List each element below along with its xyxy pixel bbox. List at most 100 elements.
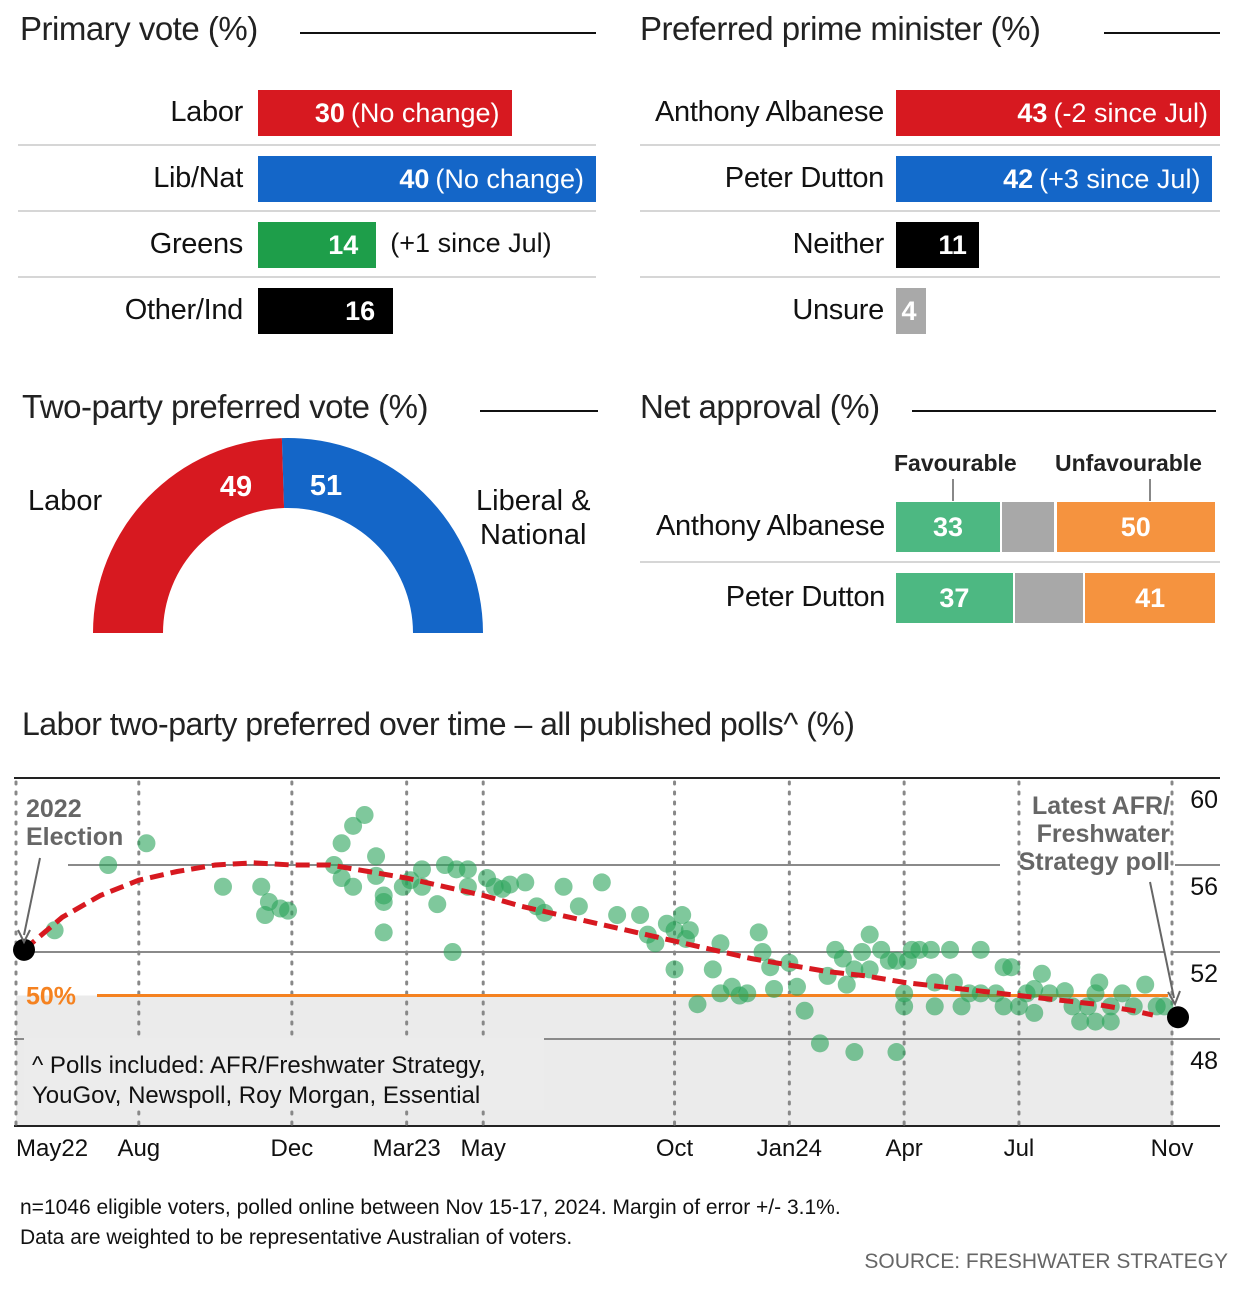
preferred-pm-bar: 43 (-2 since Jul) [896,90,1220,136]
poll-dot [925,997,944,1016]
gauge-coalition-segment [281,438,483,633]
source-credit: SOURCE: FRESHWATER STRATEGY [864,1250,1228,1273]
title-rule [912,410,1216,412]
segment-value: 37 [939,582,970,613]
election-annotation-arrow [23,857,41,936]
primary-vote-bar: 16 [258,288,394,334]
latest-poll-annotation-line-2: Freshwater [1037,820,1171,848]
poll-dot [646,934,665,953]
poll-dot [1055,982,1074,1001]
poll-dot [749,923,768,942]
poll-dot [428,895,447,914]
poll-dot [738,984,757,1003]
poll-dot [971,940,990,959]
poll-dot [367,847,386,866]
gauge-coalition-value: 51 [310,470,342,502]
poll-dot [1086,984,1105,1003]
poll-dot [1025,1003,1044,1022]
primary-vote-bar: 14 [258,222,377,268]
bar-value: 40 [399,163,430,194]
poll-dot [374,892,393,911]
poll-dot [344,877,363,896]
poll-dot [344,816,363,835]
polls-footnote-line-1: ^ Polls included: AFR/Freshwater Strateg… [32,1052,486,1079]
bar-value: 16 [345,295,376,326]
favourable-pointer [952,479,954,501]
bar-value: 11 [938,229,967,260]
poll-dot [608,906,627,925]
poll-dot [554,877,573,896]
poll-dot [711,934,730,953]
poll-dot [137,834,156,853]
poll-dot [1002,958,1021,977]
x-tick-label: Jan24 [757,1135,822,1162]
poll-dot [1025,979,1044,998]
bar-change-note: (No change) [350,97,500,128]
fifty-percent-label: 50% [26,983,76,1011]
poll-dot [860,960,879,979]
trend-line [22,860,1154,1018]
poll-dot [45,921,64,940]
poll-dot [688,995,707,1014]
poll-dot [941,940,960,959]
poll-dot [952,997,971,1016]
poll-dot [673,906,692,925]
bar-change-note: (No change) [435,163,584,194]
preferred-pm-title: Preferred prime minister (%) [640,10,1041,47]
poll-dot [256,906,275,925]
poll-dot [1155,997,1174,1016]
poll-dot [458,860,477,879]
polls-footnote-box [24,1038,544,1110]
poll-dot [324,856,343,874]
primary-vote-label: Lib/Nat [153,162,243,194]
preferred-pm-label: Neither [792,228,885,260]
poll-dot [569,897,588,916]
poll-dot [332,834,351,853]
poll-dot [1032,964,1051,983]
poll-dot [1086,1012,1105,1031]
primary-vote-bar: 40 (No change) [258,156,596,202]
unfavourable-segment: 50 [1056,502,1215,552]
election-point [13,938,35,961]
tpp-coalition-label-2: National [480,519,587,551]
x-tick-label: Nov [1151,1135,1194,1162]
poll-dot [99,856,118,874]
trend-chart-title: Labor two-party preferred over time – al… [22,706,855,742]
x-tick-label: Mar23 [373,1135,441,1162]
poll-dot [213,877,232,896]
net-approval-label: Peter Dutton [725,581,886,613]
row-divider [640,276,1220,278]
gauge-labor-value: 49 [220,471,252,503]
bar-value: 30 [314,97,345,128]
poll-dot [592,873,611,892]
poll-dot [412,860,431,879]
poll-dot [1071,1012,1090,1031]
poll-dot [500,875,519,894]
poll-dot [1101,1012,1120,1031]
bar-change-note: (+3 since Jul) [1039,163,1201,194]
bar-value: 4 [901,295,917,326]
bar-change-note: (+1 since Jul) [390,228,552,258]
two-party-title: Two-party preferred vote (%) [22,388,428,425]
two-party-gauge: 49 51 [93,438,483,633]
poll-dot [994,997,1013,1016]
x-tick-label: Aug [117,1135,160,1162]
poll-dot [837,975,856,994]
poll-dot [787,977,806,996]
x-tick-label: May [461,1135,506,1162]
poll-dot [845,1043,864,1062]
preferred-pm-bar: 42 (+3 since Jul) [896,156,1213,202]
preferred-pm-bar: 11 [896,222,979,268]
latest-poll-point [1167,1006,1189,1029]
title-rule [300,32,596,34]
poll-dot [853,943,872,961]
x-tick-label: May22 [16,1135,88,1162]
row-divider [18,144,596,146]
poll-dot [895,984,914,1003]
election-annotation-line-1: 2022 [26,795,82,823]
poll-dot [443,943,462,961]
preferred-pm-label: Unsure [792,294,884,326]
favourable-segment: 33 [896,502,1000,552]
poll-dot [895,997,914,1016]
unfavourable-pointer [1149,479,1151,501]
